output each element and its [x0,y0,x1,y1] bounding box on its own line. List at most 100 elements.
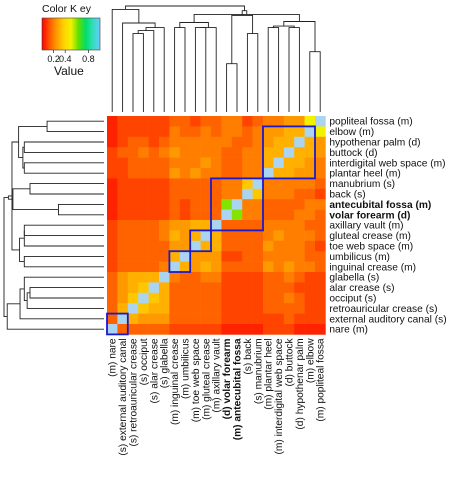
heatmap-cell [148,240,160,252]
heatmap-cell [252,324,264,335]
heatmap-cell [117,282,129,294]
dendrogram-branch [272,25,295,28]
heatmap-cell [190,292,201,304]
dendrogram-branch [23,162,104,174]
heatmap-cell [117,147,129,158]
heatmap-cell [179,272,191,283]
heatmap-cell [117,272,129,283]
heatmap-cell [169,126,181,138]
heatmap-cell [294,178,305,190]
heatmap-cell [107,220,118,231]
dendrogram-branch [23,141,104,153]
heatmap-cell [138,282,149,294]
heatmap-cell [242,147,253,158]
heatmap-cell [242,303,253,314]
heatmap-cell [159,168,170,179]
heatmap-cell [148,313,160,325]
heatmap-cell [200,261,212,273]
heatmap-cell [138,209,149,221]
heatmap-cell [159,261,170,273]
cluster-box [262,125,316,180]
heatmap-cell [231,136,243,148]
heatmap-cell [242,313,253,325]
heatmap-cell [200,282,212,294]
dendrogram-branch [23,255,104,268]
heatmap-cell [117,209,129,221]
heatmap-cell [294,282,305,294]
heatmap-cell [159,220,170,231]
heatmap-cell [169,116,181,127]
heatmap-cell [242,292,253,304]
dendrogram-branch [23,224,104,237]
row-label: retroauricular crease (s) [329,304,437,315]
heatmap-cell [283,209,295,221]
heatmap-cell [273,272,285,283]
dendrogram-branch [3,197,9,317]
heatmap-cell [107,136,118,148]
column-label: (m) interdigital web space [274,338,285,454]
heatmap-cell [242,126,253,138]
heatmap-cell [200,230,212,242]
heatmap-cell [231,272,243,283]
heatmap-cell [117,230,129,242]
heatmap-cell [211,303,222,314]
heatmap-cell [231,178,243,190]
heatmap-cell [221,199,233,210]
heatmap-cell [221,251,233,262]
color-key-label: Value [54,64,84,78]
heatmap-cell [273,147,285,158]
heatmap-cell [294,199,305,210]
heatmap-cell [304,230,316,242]
column-label: (s) back [243,337,254,374]
dendrogram-branch [29,183,104,195]
column-label: (s) alar crease [149,338,160,403]
heatmap-cell [283,324,295,335]
heatmap-cell [148,116,160,127]
heatmap-cell [283,272,295,283]
dendrogram-branch [19,288,104,320]
heatmap-cell [273,282,285,294]
heatmap-cell [273,303,285,314]
heatmap-cell [304,209,316,221]
heatmap-cell [211,126,222,138]
dendrogram-branch [174,27,186,112]
heatmap-cell [231,209,243,221]
heatmap-cell [159,251,170,262]
row-label: popliteal fossa (m) [329,117,412,128]
heatmap-cell [138,199,149,210]
heatmap-cell [138,188,149,200]
heatmap-cell [169,188,181,200]
heatmap-cell [242,261,253,273]
dendrogram-branch [246,33,259,112]
heatmap-cell [315,292,326,304]
heatmap-cell [107,240,118,252]
heatmap-cell [263,126,274,138]
heatmap-cell [117,199,129,210]
heatmap-cell [107,209,118,221]
heatmap-cell [242,157,253,169]
heatmap-cell [179,261,191,273]
heatmap-cell [273,188,285,200]
heatmap-cell [273,157,285,169]
dendrogram-branch [145,27,165,112]
heatmap-cell [117,168,129,179]
dendrogram-branch [132,33,144,112]
heatmap-cell [159,240,170,252]
heatmap-cell [190,157,201,169]
column-label: (s) retroauricular crease [129,338,140,446]
heatmap-cell [315,199,326,210]
heatmap-cell [159,157,170,169]
heatmap-cell [107,147,118,158]
heatmap-cell [190,136,201,148]
heatmap-cell [127,282,139,294]
heatmap-cell [221,157,233,169]
heatmap-cell [127,157,139,169]
heatmap-cell [159,199,170,210]
heatmap-cell [221,272,233,283]
heatmap-cell [200,272,212,283]
heatmap-cell [294,116,305,127]
heatmap-cell [200,126,212,138]
heatmap-cell [148,168,160,179]
heatmap-cell [138,240,149,252]
heatmap-cell [190,199,201,210]
